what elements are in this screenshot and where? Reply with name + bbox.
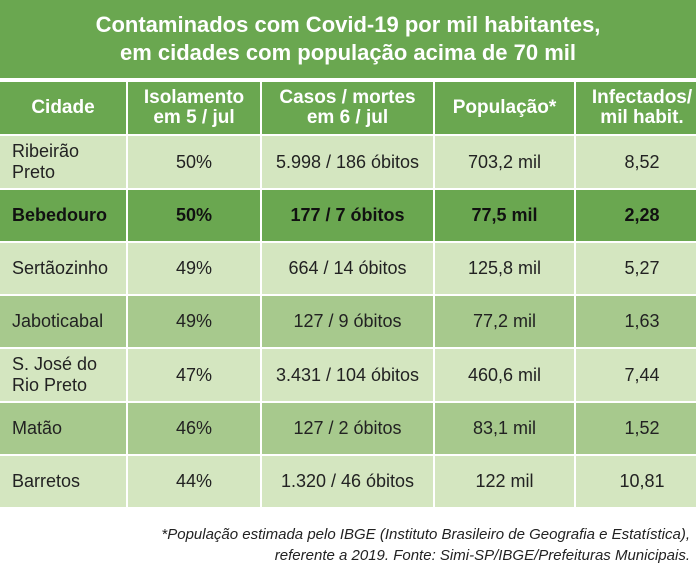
header-infectados: Infectados/mil habit. <box>576 82 696 134</box>
footnote-line-1: *População estimada pelo IBGE (Instituto… <box>161 526 690 543</box>
cell-populacao: 460,6 mil <box>435 349 574 401</box>
cell-infectados: 10,81 <box>576 456 696 507</box>
table-row-ribeirao-preto: Ribeirão Preto 50% 5.998 / 186 óbitos 703… <box>0 136 696 188</box>
table-row-barretos: Barretos 44% 1.320 / 46 óbitos 122 mil 1… <box>0 456 696 507</box>
cell-infectados: 5,27 <box>576 243 696 294</box>
cell-casos: 127 / 2 óbitos <box>262 403 433 454</box>
cell-populacao: 122 mil <box>435 456 574 507</box>
footnote: *População estimada pelo IBGE (Instituto… <box>0 524 690 566</box>
cell-populacao: 125,8 mil <box>435 243 574 294</box>
cell-casos: 5.998 / 186 óbitos <box>262 136 433 188</box>
table-row-sao-jose-do-rio-preto: S. José do Rio Preto 47% 3.431 / 104 óbit… <box>0 349 696 401</box>
cell-populacao: 83,1 mil <box>435 403 574 454</box>
header-casos-mortes: Casos / mortes em 6 / jul <box>262 82 433 134</box>
table-row-sertaozinho: Sertãozinho 49% 664 / 14 óbitos 125,8 mi… <box>0 243 696 294</box>
cell-cidade: Sertãozinho <box>0 243 126 294</box>
header-isolamento: Isolamento em 5 / jul <box>128 82 260 134</box>
cell-populacao: 77,5 mil <box>435 190 574 241</box>
cell-cidade: Matão <box>0 403 126 454</box>
cell-populacao: 77,2 mil <box>435 296 574 347</box>
data-table: Cidade Isolamento em 5 / jul Casos / mort… <box>0 80 696 509</box>
cell-cidade: Ribeirão Preto <box>0 136 126 188</box>
cell-isolamento: 47% <box>128 349 260 401</box>
cell-infectados: 1,52 <box>576 403 696 454</box>
cell-casos: 3.431 / 104 óbitos <box>262 349 433 401</box>
cell-cidade: Bebedouro <box>0 190 126 241</box>
cell-isolamento: 50% <box>128 190 260 241</box>
cell-infectados: 8,52 <box>576 136 696 188</box>
title-line-2: em cidades com população acima de 70 mil <box>119 40 577 65</box>
table-title: Contaminados com Covid-19 por mil habita… <box>0 0 696 78</box>
cell-infectados: 1,63 <box>576 296 696 347</box>
infographic-table: Contaminados com Covid-19 por mil habita… <box>0 0 696 509</box>
cell-isolamento: 50% <box>128 136 260 188</box>
cell-infectados: 2,28 <box>576 190 696 241</box>
cell-isolamento: 46% <box>128 403 260 454</box>
cell-isolamento: 44% <box>128 456 260 507</box>
title-line-1: Contaminados com Covid-19 por mil habita… <box>95 12 601 37</box>
cell-cidade: S. José do Rio Preto <box>0 349 126 401</box>
cell-cidade: Jaboticabal <box>0 296 126 347</box>
cell-infectados: 7,44 <box>576 349 696 401</box>
cell-isolamento: 49% <box>128 243 260 294</box>
cell-populacao: 703,2 mil <box>435 136 574 188</box>
table-row-jaboticabal: Jaboticabal 49% 127 / 9 óbitos 77,2 mil … <box>0 296 696 347</box>
header-populacao: População* <box>435 82 574 134</box>
header-row: Cidade Isolamento em 5 / jul Casos / mort… <box>0 82 696 134</box>
table-row-bebedouro: Bebedouro 50% 177 / 7 óbitos 77,5 mil 2,… <box>0 190 696 241</box>
cell-casos: 1.320 / 46 óbitos <box>262 456 433 507</box>
cell-isolamento: 49% <box>128 296 260 347</box>
cell-casos: 177 / 7 óbitos <box>262 190 433 241</box>
cell-casos: 664 / 14 óbitos <box>262 243 433 294</box>
header-cidade: Cidade <box>0 82 126 134</box>
cell-cidade: Barretos <box>0 456 126 507</box>
cell-casos: 127 / 9 óbitos <box>262 296 433 347</box>
footnote-line-2: referente a 2019. Fonte: Simi-SP/IBGE/Pr… <box>274 547 690 564</box>
table-row-matao: Matão 46% 127 / 2 óbitos 83,1 mil 1,52 <box>0 403 696 454</box>
